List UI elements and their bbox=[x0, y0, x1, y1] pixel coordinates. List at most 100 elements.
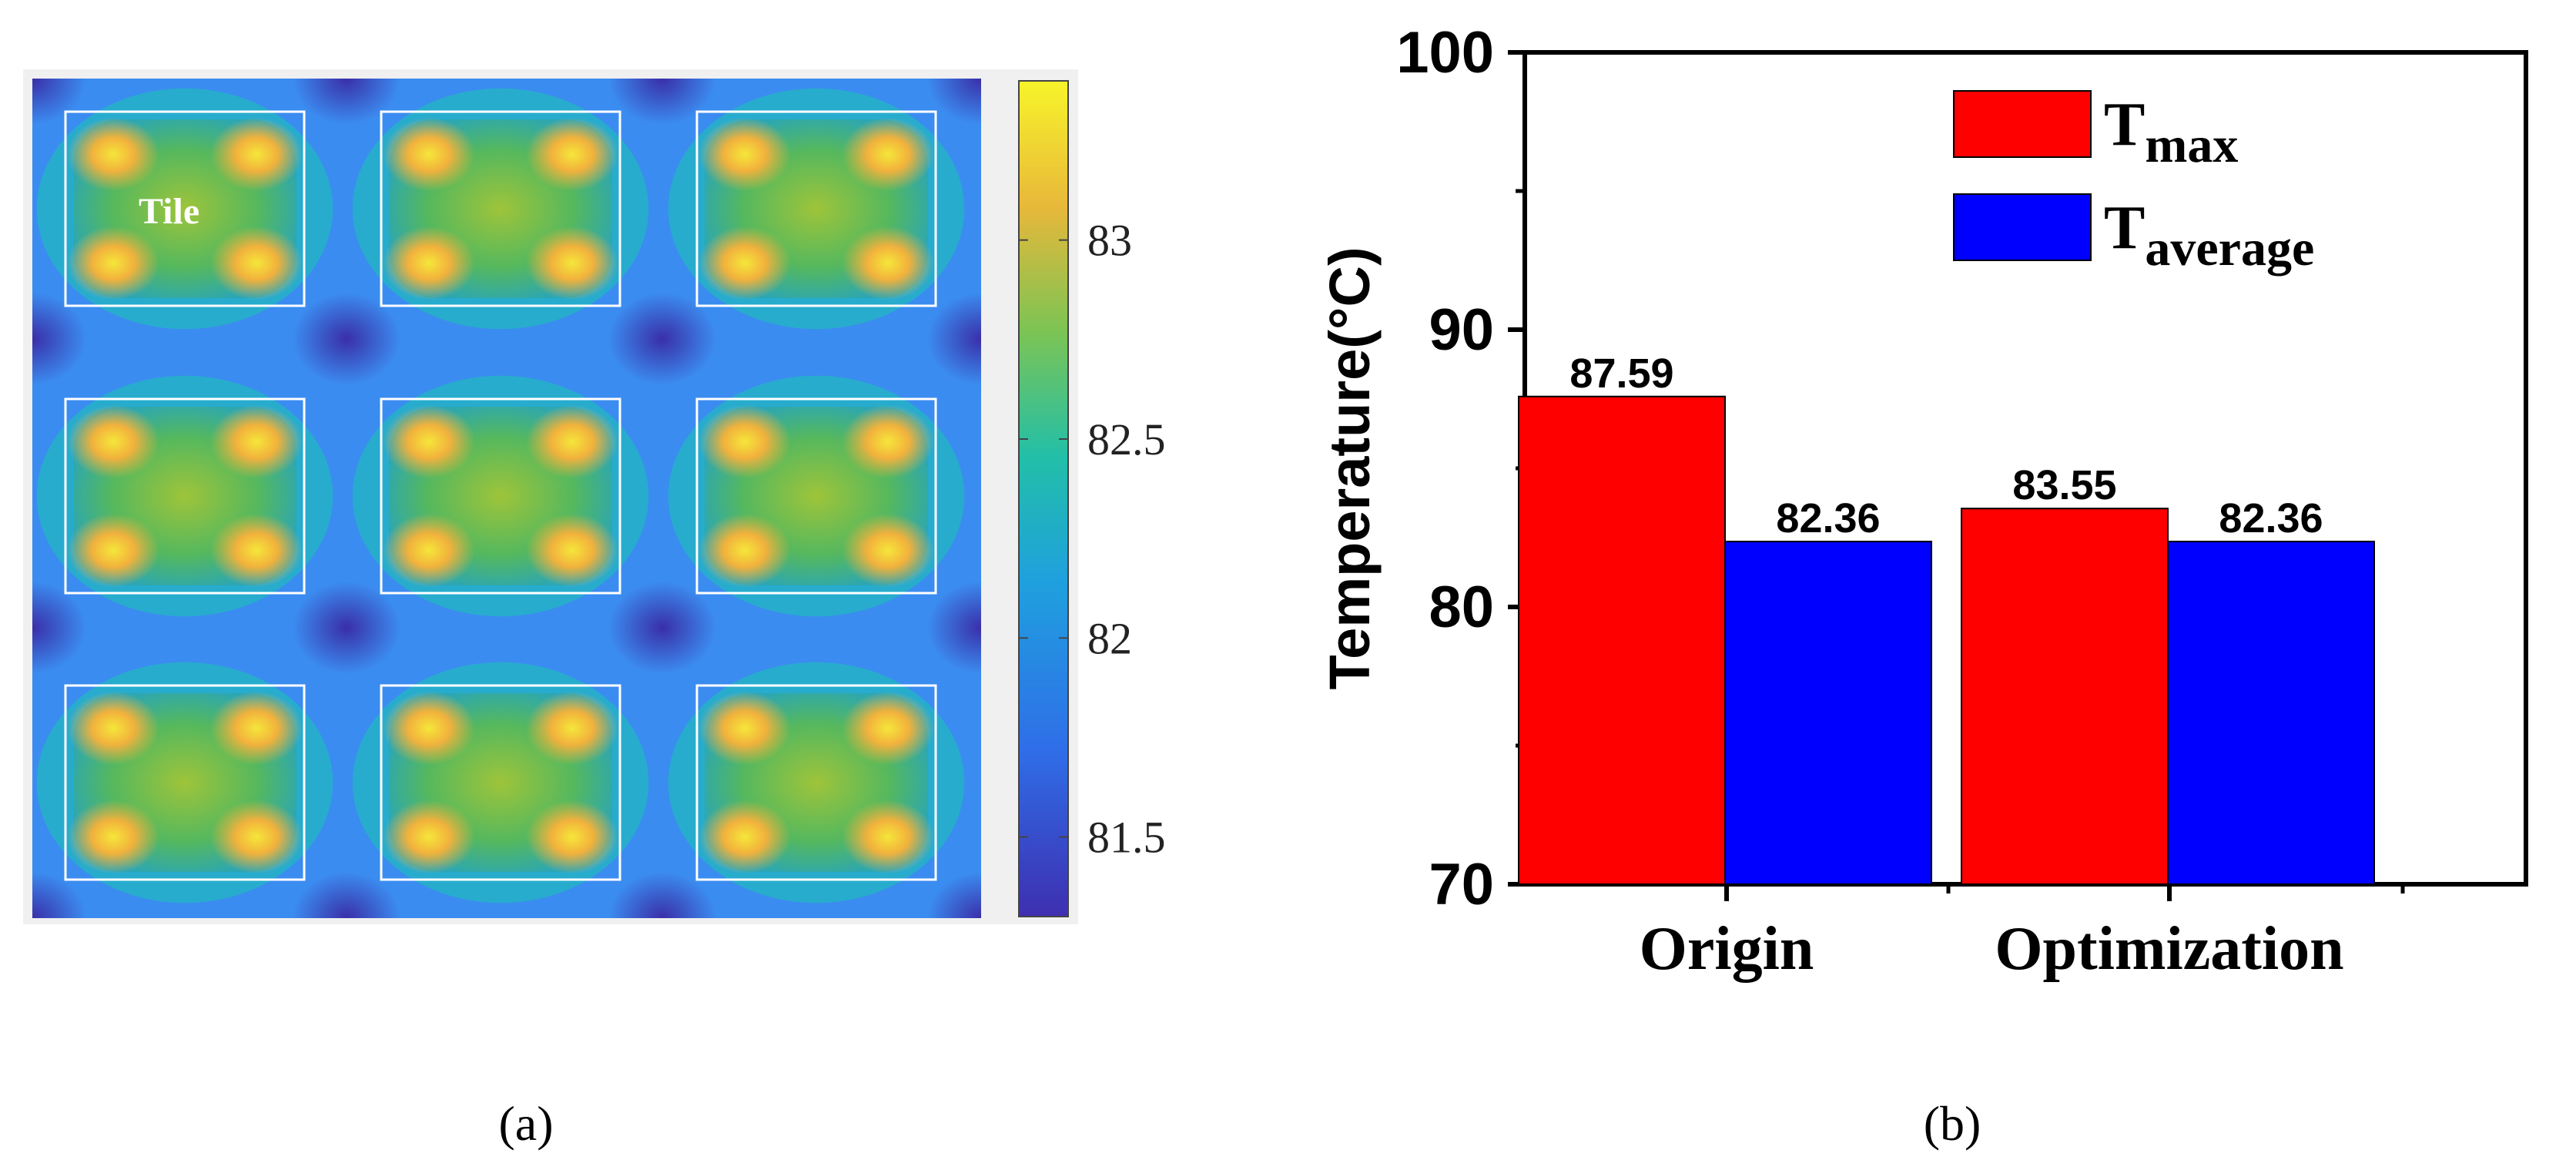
tile-hotspot bbox=[698, 117, 791, 192]
y-axis-label: Temperature(°C) bbox=[1318, 246, 1382, 689]
tile-hotspot bbox=[698, 800, 791, 874]
tile-hotspot bbox=[210, 513, 303, 588]
y-tick-label: 80 bbox=[1429, 575, 1494, 640]
tile-hotspot bbox=[383, 691, 475, 766]
colorbar-tick-label: 81.5 bbox=[1087, 813, 1166, 863]
tile-hotspot bbox=[842, 117, 934, 192]
heatmap-cold-spot bbox=[927, 79, 981, 125]
x-tick-label: Origin bbox=[1640, 915, 1814, 983]
heatmap-cold-spot bbox=[608, 872, 716, 918]
tile-outline bbox=[380, 110, 621, 307]
colorbar-tick-label: 82.5 bbox=[1087, 414, 1166, 464]
colorbar-tick-label: 82 bbox=[1087, 613, 1132, 663]
tile-cell bbox=[352, 662, 649, 903]
heatmap-cold-spot bbox=[927, 293, 981, 385]
tile-outline bbox=[695, 110, 937, 307]
tile-hotspot bbox=[698, 226, 791, 300]
bar-value-label: 87.59 bbox=[1569, 350, 1673, 397]
heatmap-cold-spot bbox=[293, 872, 400, 918]
tile-hotspot bbox=[842, 691, 934, 766]
tile-cell bbox=[668, 375, 965, 617]
tile-hotspot bbox=[210, 404, 303, 479]
tile-hotspot bbox=[526, 117, 618, 192]
x-tick-label: Optimization bbox=[1995, 915, 2343, 983]
tile-outline bbox=[64, 684, 306, 881]
tile-outline bbox=[380, 684, 621, 881]
tile-hotspot bbox=[210, 800, 303, 874]
bar-value-label: 82.36 bbox=[2219, 495, 2323, 541]
y-axis: 100 90 80 70 bbox=[1396, 20, 1525, 917]
tile-cell bbox=[668, 662, 965, 903]
tile-cell bbox=[36, 88, 333, 330]
bar-value-label: 83.55 bbox=[2012, 462, 2116, 508]
tile-hotspot bbox=[698, 404, 791, 479]
heatmap-cold-spot bbox=[32, 582, 86, 674]
bar-average-origin bbox=[1724, 541, 1932, 885]
heatmap-cold-spot bbox=[927, 582, 981, 674]
heatmap-cold-spot bbox=[32, 79, 86, 125]
legend: Tmax Taverage bbox=[1953, 90, 2314, 277]
tile-hotspot bbox=[383, 800, 475, 874]
tile-hotspot bbox=[67, 117, 159, 192]
heatmap-cold-spot bbox=[293, 79, 400, 125]
tile-hotspot bbox=[842, 404, 934, 479]
tile-cell bbox=[36, 662, 333, 903]
panel-b-caption: (b) bbox=[1924, 1096, 1981, 1151]
tile-cell bbox=[668, 88, 965, 330]
tile-annotation: Tile bbox=[139, 191, 199, 232]
legend-swatch-max bbox=[1953, 90, 2092, 158]
y-tick-label: 100 bbox=[1396, 20, 1494, 85]
bar-max-optimization bbox=[1961, 508, 2169, 885]
tile-hotspot bbox=[842, 226, 934, 300]
tile-hotspot bbox=[526, 404, 618, 479]
tile-outline bbox=[64, 110, 306, 307]
tile-outline bbox=[695, 397, 937, 595]
tile-outline bbox=[64, 397, 306, 595]
legend-label-average: Taverage bbox=[2104, 194, 2314, 277]
panel-a-heatmap: Tile 83 82.5 82 81.5 (a) bbox=[23, 69, 1166, 1151]
bar-max-origin bbox=[1518, 395, 1726, 885]
tile-hotspot bbox=[210, 226, 303, 300]
tile-hotspot bbox=[383, 226, 475, 300]
tile-hotspot bbox=[526, 691, 618, 766]
bar-average-optimization bbox=[2167, 541, 2375, 885]
tile-hotspot bbox=[698, 691, 791, 766]
legend-subscript: average bbox=[2145, 220, 2314, 277]
bar-value-label: 82.36 bbox=[1776, 495, 1880, 541]
y-tick-label: 70 bbox=[1429, 852, 1494, 917]
tile-cell bbox=[352, 88, 649, 330]
tile-outline bbox=[695, 684, 937, 881]
tile-hotspot bbox=[67, 691, 159, 766]
tile-outline bbox=[380, 397, 621, 595]
tile-hotspot bbox=[526, 226, 618, 300]
tile-hotspot bbox=[67, 800, 159, 874]
heatmap-cold-spot bbox=[608, 79, 716, 125]
panel-a-caption: (a) bbox=[498, 1096, 553, 1151]
y-tick-label: 90 bbox=[1429, 297, 1494, 363]
tile-hotspot bbox=[842, 800, 934, 874]
tile-hotspot bbox=[67, 513, 159, 588]
bars: 87.59 82.36 83.55 82.36 bbox=[1518, 350, 2375, 885]
tile-hotspot bbox=[526, 513, 618, 588]
heatmap-cold-spot bbox=[32, 293, 86, 385]
tile-hotspot bbox=[842, 513, 934, 588]
colorbar-ticks: 83 82.5 82 81.5 bbox=[1019, 216, 1166, 863]
legend-swatch-average bbox=[1953, 193, 2092, 261]
tile-hotspot bbox=[383, 513, 475, 588]
heatmap-cold-spot bbox=[293, 293, 400, 385]
x-axis: Origin Optimization bbox=[1640, 884, 2405, 983]
legend-subscript: max bbox=[2145, 117, 2238, 173]
colorbar bbox=[1018, 80, 1069, 917]
tile-hotspot bbox=[698, 513, 791, 588]
tile-hotspot bbox=[210, 691, 303, 766]
heatmap-cold-spot bbox=[608, 582, 716, 674]
legend-label-max: Tmax bbox=[2104, 91, 2238, 173]
tile-hotspot bbox=[67, 226, 159, 300]
colorbar-tick-label: 83 bbox=[1087, 216, 1132, 266]
tile-cell bbox=[352, 375, 649, 617]
heatmap-cold-spot bbox=[293, 582, 400, 674]
tile-hotspot bbox=[383, 117, 475, 192]
tile-cell bbox=[36, 375, 333, 617]
